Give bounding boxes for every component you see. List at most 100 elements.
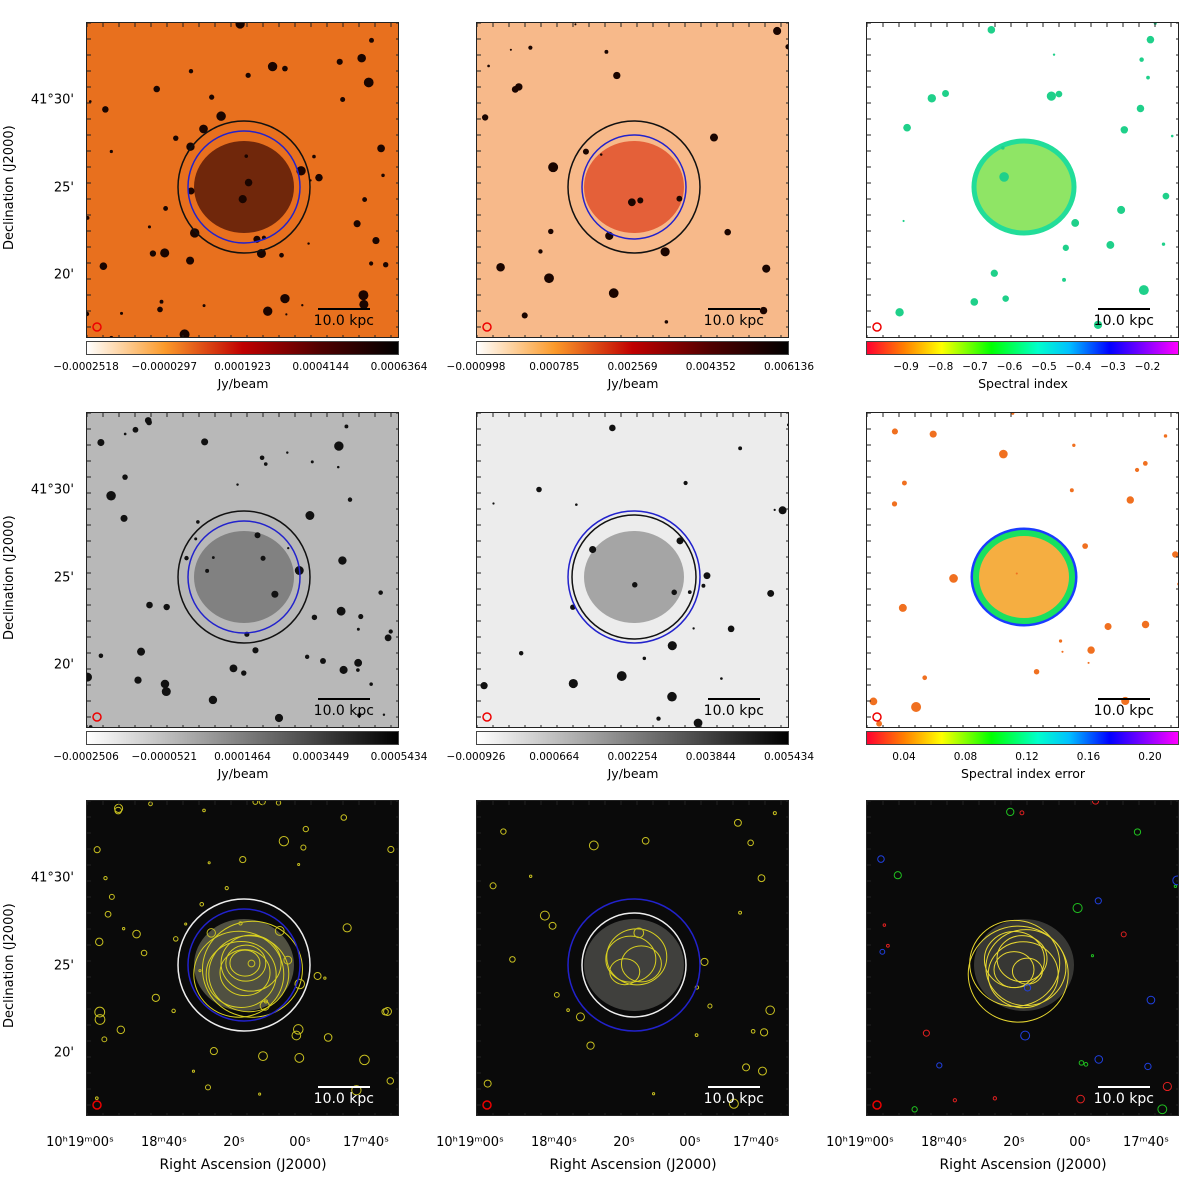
point-source — [574, 23, 577, 26]
point-source — [196, 520, 200, 524]
x-tick-label: 18ᵐ40ˢ — [920, 1135, 968, 1150]
point-source — [582, 148, 589, 155]
point-source — [778, 506, 787, 515]
point-source — [369, 261, 374, 266]
x-tick-label: 10ʰ19ᵐ00ˢ — [826, 1135, 894, 1150]
scale-bar: 10.0 kpc — [314, 1086, 374, 1107]
point-source — [252, 801, 259, 805]
point-source — [238, 921, 243, 926]
colorbar-tick-label: 0.0001923 — [214, 361, 271, 373]
point-source — [88, 100, 92, 103]
point-source — [160, 679, 170, 689]
point-source — [901, 480, 907, 486]
point-source — [1002, 295, 1009, 302]
point-source — [876, 720, 883, 727]
colorbar-tick-label: 0.004352 — [685, 361, 736, 373]
point-source — [187, 187, 195, 195]
point-source — [891, 501, 898, 507]
point-source — [338, 556, 347, 565]
point-source — [1093, 320, 1103, 329]
point-source — [687, 590, 692, 595]
point-source — [548, 228, 554, 235]
point-source — [664, 320, 669, 324]
point-source — [351, 1085, 362, 1096]
point-source — [199, 901, 205, 907]
point-source — [660, 247, 670, 257]
point-source — [293, 1024, 304, 1035]
point-source — [528, 874, 533, 878]
galaxy-emission — [974, 919, 1074, 1011]
point-source — [184, 555, 189, 561]
point-source — [1126, 496, 1134, 504]
point-source — [160, 248, 170, 258]
point-source — [254, 532, 261, 539]
point-source — [536, 486, 542, 493]
scale-bar-label: 10.0 kpc — [1093, 703, 1154, 719]
image-panel-r3c3: 10.0 kpc — [866, 800, 1179, 1116]
point-source — [509, 956, 516, 963]
point-source — [241, 670, 247, 676]
point-source — [336, 465, 340, 469]
point-source — [922, 675, 928, 681]
point-source — [159, 299, 164, 304]
x-tick-label: 20ˢ — [1003, 1135, 1025, 1150]
point-source — [258, 1051, 268, 1062]
scale-bar: 10.0 kpc — [1094, 698, 1154, 719]
beam-marker — [92, 712, 102, 722]
colorbar — [476, 731, 789, 745]
aperture-circle — [581, 134, 687, 240]
colorbar-tick-label: 0.12 — [1015, 751, 1039, 763]
point-source — [109, 335, 114, 337]
point-source — [108, 893, 115, 900]
point-source — [999, 449, 1008, 459]
x-axis-label: Right Ascension (J2000) — [159, 1157, 327, 1173]
point-source — [244, 154, 249, 158]
y-tick-label: 25' — [53, 180, 74, 196]
point-source — [1117, 205, 1126, 214]
galaxy-emission — [194, 919, 294, 1011]
point-source — [1076, 1094, 1085, 1104]
point-source — [936, 1062, 943, 1069]
point-source — [208, 695, 218, 705]
point-source — [1134, 467, 1140, 473]
point-source — [1071, 219, 1080, 227]
galaxy-emission — [974, 531, 1074, 623]
colorbar-tick-label: 0.006136 — [763, 361, 815, 373]
point-source — [149, 250, 157, 257]
point-source — [1058, 639, 1063, 643]
point-source — [300, 844, 307, 851]
point-source — [1072, 443, 1076, 447]
colorbar-tick-label: 0.005434 — [763, 751, 815, 763]
contour — [225, 944, 267, 982]
point-source — [186, 256, 195, 265]
point-source — [283, 955, 293, 965]
point-source — [204, 1084, 211, 1091]
point-source — [750, 1028, 756, 1034]
point-source — [258, 801, 266, 806]
point-source — [1170, 134, 1174, 138]
point-source — [161, 687, 171, 697]
point-source — [362, 197, 368, 202]
point-source — [353, 220, 361, 228]
point-source — [613, 71, 621, 80]
point-source — [987, 26, 996, 34]
point-source — [1172, 875, 1178, 886]
colorbar-tick-label: −0.000926 — [446, 751, 506, 763]
point-source — [260, 555, 266, 561]
point-source — [616, 671, 627, 681]
point-source — [101, 1036, 108, 1043]
point-source — [1087, 661, 1090, 664]
point-source — [898, 603, 907, 612]
colorbar-label: Jy/beam — [217, 376, 269, 391]
point-source — [1020, 1030, 1031, 1041]
aperture-circle — [177, 510, 311, 644]
point-source — [363, 77, 374, 88]
point-source — [103, 875, 108, 881]
point-source — [121, 927, 126, 931]
point-source — [1136, 104, 1145, 113]
point-source — [304, 654, 310, 660]
point-source — [263, 306, 273, 316]
point-source — [323, 976, 327, 980]
point-source — [286, 451, 289, 454]
point-source — [153, 85, 160, 93]
